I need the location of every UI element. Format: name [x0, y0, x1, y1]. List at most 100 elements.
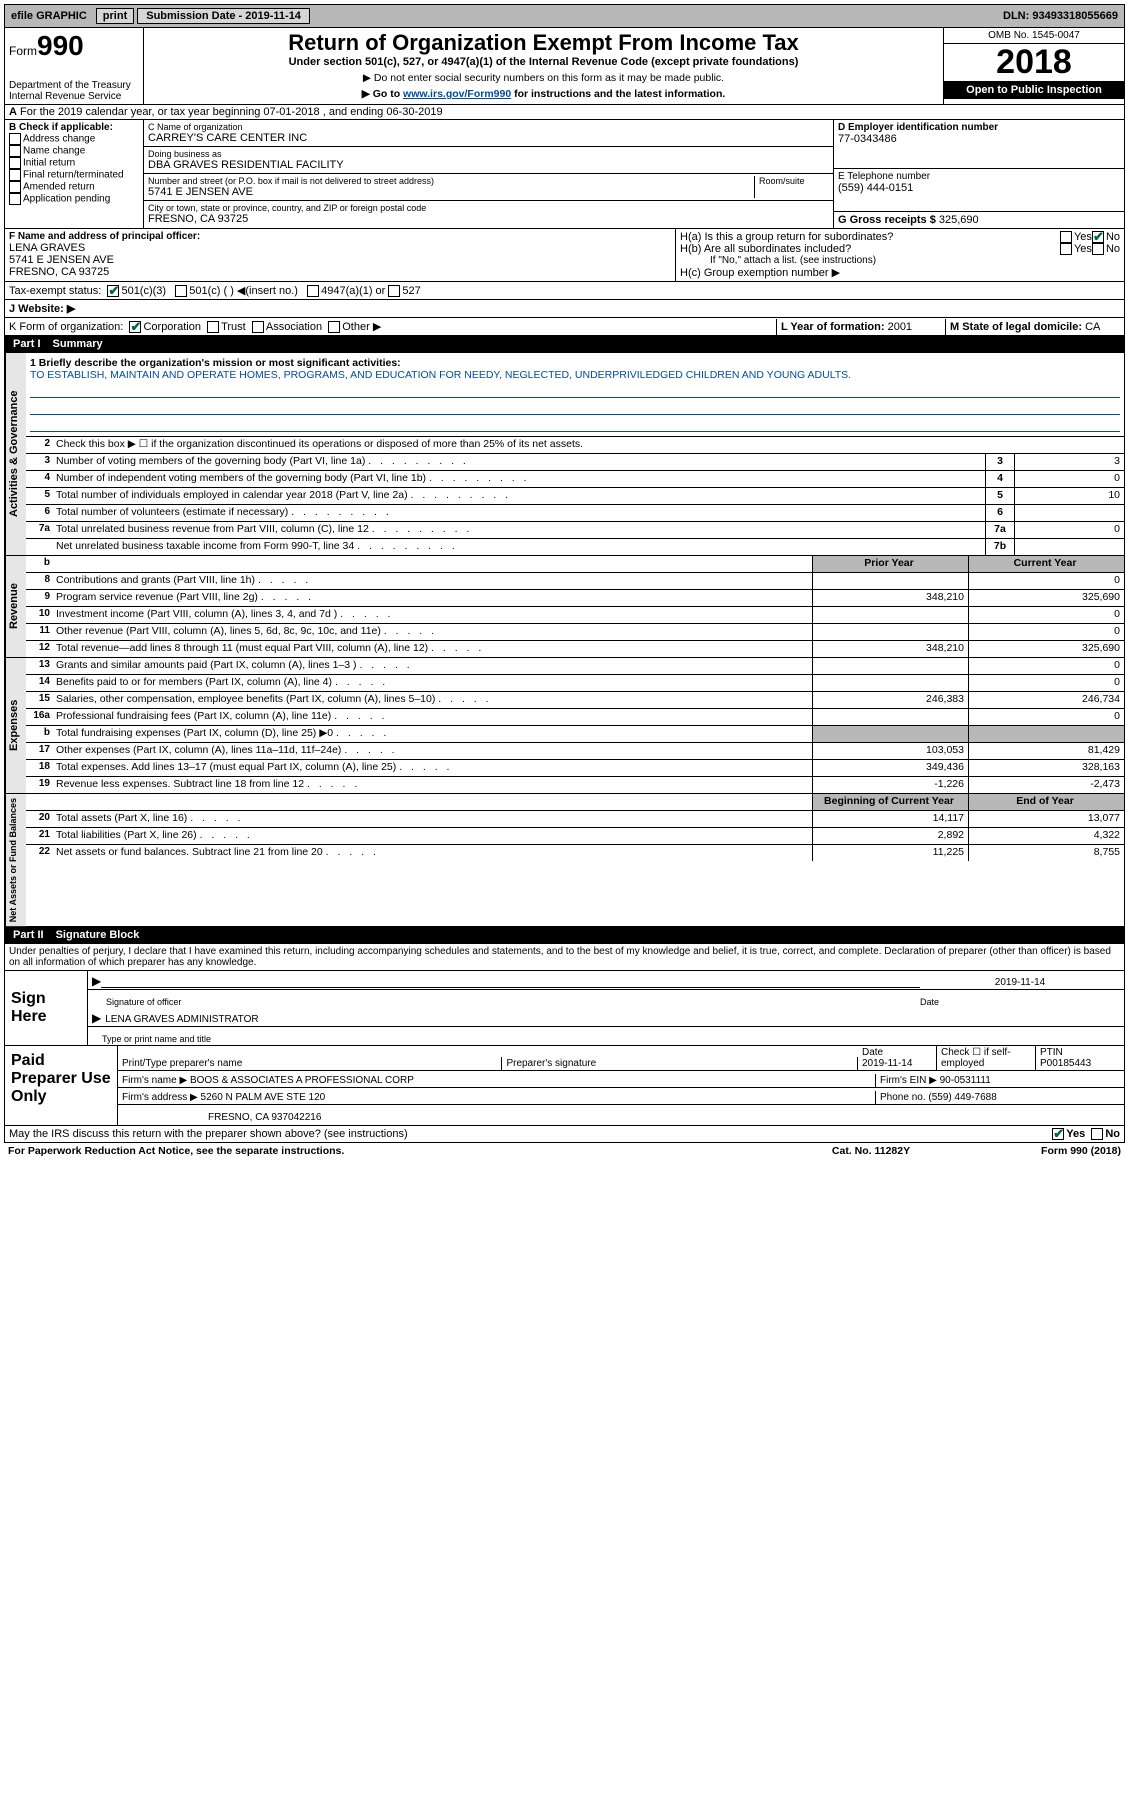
- cb-501c[interactable]: [175, 285, 187, 297]
- current-value: 8,755: [968, 845, 1124, 861]
- box-m: M State of legal domicile: CA: [945, 319, 1124, 335]
- box-b-header: B Check if applicable:: [9, 122, 139, 133]
- yes-label: Yes: [1074, 231, 1092, 243]
- opt-501c: 501(c) ( ) ◀(insert no.): [189, 284, 298, 297]
- hb-no[interactable]: [1092, 243, 1104, 255]
- checkbox-name-change[interactable]: [9, 145, 21, 157]
- mission-blank-line: [30, 417, 1120, 432]
- line-text: Total assets (Part X, line 16) . . . . .: [54, 811, 812, 827]
- line-num: 12: [26, 641, 54, 657]
- prior-value: 349,436: [812, 760, 968, 776]
- tax-year: 2018: [944, 44, 1124, 81]
- box-b: B Check if applicable: Address change Na…: [5, 120, 144, 228]
- line-text: Total number of volunteers (estimate if …: [54, 505, 985, 521]
- cb-label: Final return/terminated: [23, 170, 124, 181]
- open-public-badge: Open to Public Inspection: [944, 81, 1124, 99]
- line-text: Total liabilities (Part X, line 26) . . …: [54, 828, 812, 844]
- cb-501c3[interactable]: [107, 285, 119, 297]
- arrow-icon: ▶: [92, 1011, 101, 1025]
- omb-number: OMB No. 1545-0047: [944, 28, 1124, 44]
- box-f: F Name and address of principal officer:…: [5, 229, 676, 281]
- prep-name-label: Print/Type preparer's name: [122, 1058, 497, 1069]
- cb-other[interactable]: [328, 321, 340, 333]
- section-a-text: For the 2019 calendar year, or tax year …: [20, 106, 443, 118]
- form-subtitle: Under section 501(c), 527, or 4947(a)(1)…: [148, 56, 939, 68]
- cb-label: Amended return: [23, 182, 95, 193]
- line-num: 21: [26, 828, 54, 844]
- prep-date-val: 2019-11-14: [862, 1058, 932, 1069]
- yes-label: Yes: [1074, 243, 1092, 255]
- prep-sig-label: Preparer's signature: [502, 1057, 858, 1070]
- part-2-header: Part II Signature Block: [4, 927, 1125, 944]
- cb-label: Application pending: [23, 194, 110, 205]
- checkbox-pending[interactable]: [9, 193, 21, 205]
- header-left: Form990 Department of the Treasury Inter…: [5, 28, 144, 104]
- cb-corp[interactable]: [129, 321, 141, 333]
- note-2-pre: ▶ Go to: [362, 88, 403, 100]
- line-box: 6: [985, 505, 1014, 521]
- checkbox-addr-change[interactable]: [9, 133, 21, 145]
- hb-yes[interactable]: [1060, 243, 1072, 255]
- hb-note: If "No," attach a list. (see instruction…: [680, 255, 1120, 266]
- footer: For Paperwork Reduction Act Notice, see …: [4, 1143, 1125, 1159]
- dept-label: Department of the Treasury: [9, 80, 139, 91]
- col-b: b: [26, 556, 54, 572]
- firm-phone: (559) 449-7688: [928, 1092, 996, 1103]
- cb-527[interactable]: [388, 285, 400, 297]
- line-num: [26, 539, 54, 555]
- cb-assoc[interactable]: [252, 321, 264, 333]
- opt-corp: Corporation: [143, 321, 200, 333]
- print-button[interactable]: print: [96, 8, 134, 24]
- room-label: Room/suite: [754, 176, 829, 198]
- discuss-no[interactable]: [1091, 1128, 1103, 1140]
- dba-name: DBA GRAVES RESIDENTIAL FACILITY: [148, 159, 829, 171]
- ha-yes[interactable]: [1060, 231, 1072, 243]
- checkbox-initial[interactable]: [9, 157, 21, 169]
- line-num: 22: [26, 845, 54, 861]
- discuss-label: May the IRS discuss this return with the…: [9, 1128, 1052, 1140]
- no-label: No: [1106, 243, 1120, 255]
- ha-no[interactable]: [1092, 231, 1104, 243]
- box-k-label: K Form of organization:: [9, 321, 123, 333]
- line-text: Other expenses (Part IX, column (A), lin…: [54, 743, 812, 759]
- cb-label: Name change: [23, 146, 85, 157]
- current-value: 0: [968, 675, 1124, 691]
- discuss-yes[interactable]: [1052, 1128, 1064, 1140]
- line-num: 17: [26, 743, 54, 759]
- form-number: 990: [37, 30, 84, 61]
- line-text: Net assets or fund balances. Subtract li…: [54, 845, 812, 861]
- current-value: 13,077: [968, 811, 1124, 827]
- prior-value: [812, 607, 968, 623]
- form990-link[interactable]: www.irs.gov/Form990: [403, 88, 511, 100]
- cb-trust[interactable]: [207, 321, 219, 333]
- prior-value: [812, 726, 968, 742]
- officer-city: FRESNO, CA 93725: [9, 266, 671, 278]
- line-num: 13: [26, 658, 54, 674]
- line-text: Total revenue—add lines 8 through 11 (mu…: [54, 641, 812, 657]
- checkbox-amended[interactable]: [9, 181, 21, 193]
- prep-date-label: Date: [862, 1047, 932, 1058]
- city-label: City or town, state or province, country…: [148, 203, 829, 213]
- firm-addr1: 5260 N PALM AVE STE 120: [201, 1092, 326, 1103]
- prior-value: 348,210: [812, 641, 968, 657]
- opt-trust: Trust: [221, 321, 246, 333]
- checkbox-final[interactable]: [9, 169, 21, 181]
- discuss-row: May the IRS discuss this return with the…: [4, 1126, 1125, 1143]
- current-value: 0: [968, 658, 1124, 674]
- mission-blank-line: [30, 383, 1120, 398]
- box-l-label: L Year of formation:: [781, 321, 885, 333]
- footer-mid: Cat. No. 11282Y: [771, 1145, 971, 1157]
- firm-phone-label: Phone no.: [880, 1092, 926, 1103]
- fh-block: F Name and address of principal officer:…: [4, 229, 1125, 282]
- cb-4947[interactable]: [307, 285, 319, 297]
- submission-date: Submission Date - 2019-11-14: [137, 8, 310, 24]
- col-begin: Beginning of Current Year: [812, 794, 968, 810]
- box-h: H(a) Is this a group return for subordin…: [676, 229, 1124, 281]
- prior-value: 11,225: [812, 845, 968, 861]
- box-i-label: Tax-exempt status:: [9, 285, 101, 297]
- line-num: 16a: [26, 709, 54, 725]
- mission-block: 1 Briefly describe the organization's mi…: [26, 353, 1124, 437]
- part-2-label: Part II: [13, 929, 44, 941]
- officer-addr: 5741 E JENSEN AVE: [9, 254, 671, 266]
- no-label: No: [1106, 231, 1120, 243]
